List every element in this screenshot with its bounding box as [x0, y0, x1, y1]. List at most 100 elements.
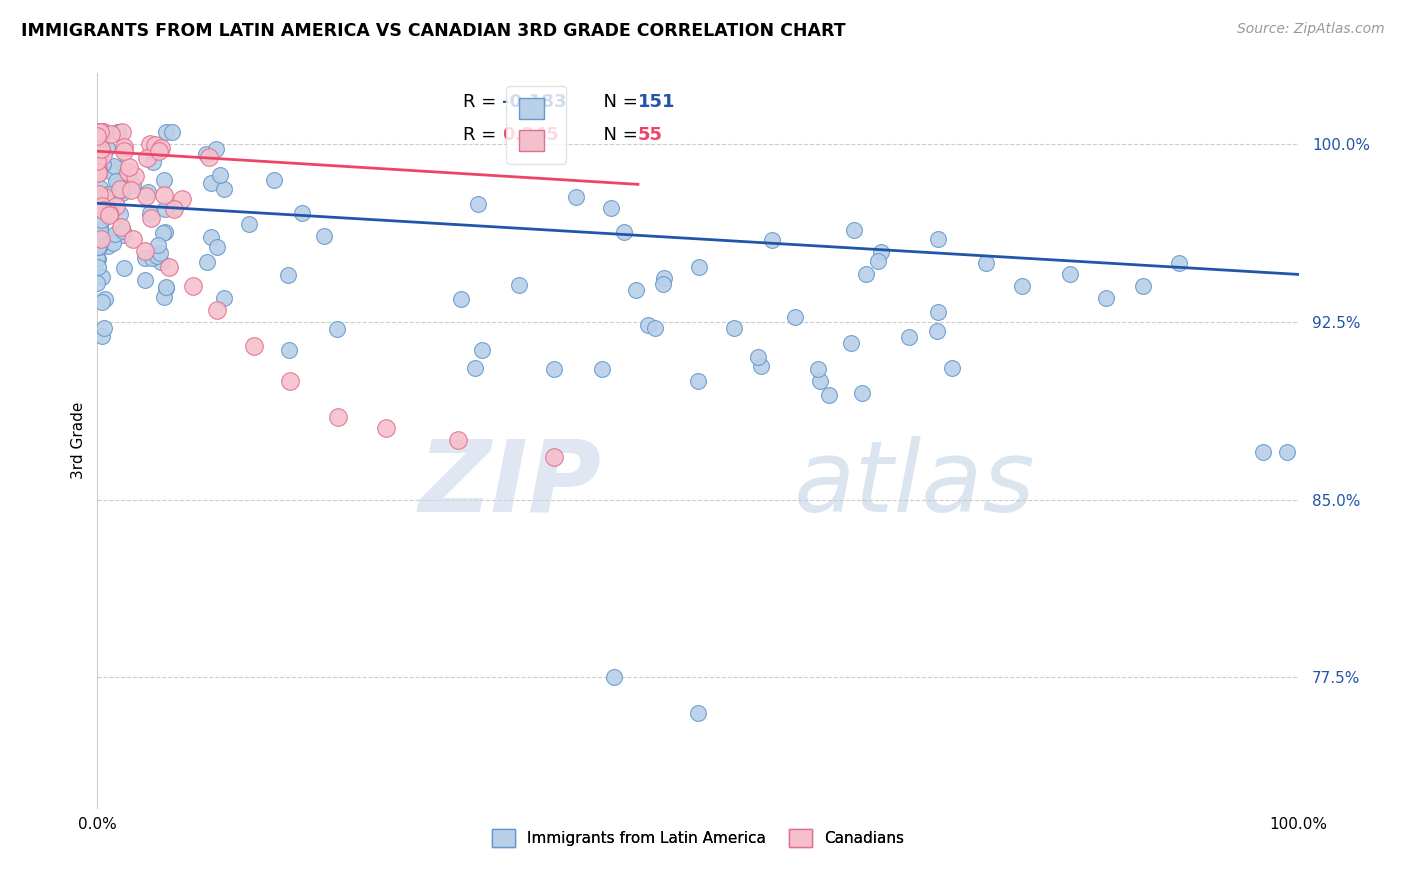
- Point: [134, 244, 156, 258]
- Point: [263, 172, 285, 186]
- Point: [139, 211, 162, 225]
- Point: [198, 150, 221, 164]
- Point: [839, 336, 862, 351]
- Point: [591, 362, 613, 376]
- Point: [97, 186, 120, 201]
- Point: [89, 125, 111, 139]
- Point: [97, 239, 120, 253]
- Point: [90, 146, 112, 161]
- Point: [86, 144, 108, 158]
- Point: [153, 225, 176, 239]
- Point: [89, 223, 111, 237]
- Point: [87, 163, 110, 178]
- Point: [86, 145, 108, 160]
- Text: 151: 151: [638, 94, 675, 112]
- Text: atlas: atlas: [794, 436, 1036, 533]
- Text: R =: R =: [463, 94, 502, 112]
- Point: [450, 292, 472, 306]
- Point: [103, 160, 125, 174]
- Point: [118, 160, 141, 174]
- Point: [89, 221, 111, 235]
- Point: [86, 125, 108, 139]
- Point: [111, 224, 134, 238]
- Text: R =: R =: [463, 127, 502, 145]
- Point: [86, 238, 108, 252]
- Point: [183, 279, 205, 293]
- Point: [91, 328, 114, 343]
- Point: [87, 219, 110, 233]
- Y-axis label: 3rd Grade: 3rd Grade: [72, 401, 86, 479]
- Point: [86, 125, 108, 139]
- Point: [644, 320, 666, 334]
- Point: [1132, 279, 1154, 293]
- Point: [89, 125, 111, 139]
- Point: [111, 176, 134, 190]
- Point: [153, 290, 176, 304]
- Point: [278, 374, 301, 388]
- Point: [86, 125, 108, 139]
- Point: [197, 255, 219, 269]
- Point: [200, 230, 222, 244]
- Point: [86, 190, 108, 204]
- Text: ZIP: ZIP: [419, 436, 602, 533]
- Point: [91, 204, 114, 219]
- Point: [747, 351, 769, 365]
- Point: [107, 176, 129, 190]
- Point: [86, 166, 108, 180]
- Point: [155, 280, 177, 294]
- Point: [87, 260, 110, 274]
- Point: [91, 212, 114, 227]
- Point: [100, 127, 122, 141]
- Point: [90, 232, 112, 246]
- Point: [104, 227, 127, 241]
- Point: [153, 202, 176, 217]
- Point: [91, 157, 114, 171]
- Point: [145, 138, 167, 153]
- Point: [941, 360, 963, 375]
- Point: [86, 128, 108, 143]
- Point: [172, 192, 194, 206]
- Point: [91, 269, 114, 284]
- Point: [149, 140, 172, 154]
- Point: [86, 153, 108, 168]
- Point: [90, 202, 112, 217]
- Point: [613, 226, 636, 240]
- Point: [652, 277, 675, 291]
- Point: [603, 670, 626, 684]
- Point: [91, 144, 114, 158]
- Point: [149, 246, 172, 260]
- Point: [108, 161, 131, 176]
- Point: [112, 144, 135, 158]
- Point: [117, 165, 139, 179]
- Point: [90, 142, 112, 156]
- Point: [91, 125, 114, 139]
- Point: [108, 207, 131, 221]
- Point: [91, 199, 114, 213]
- Point: [508, 277, 530, 292]
- Point: [104, 173, 127, 187]
- Point: [925, 325, 948, 339]
- Point: [120, 183, 142, 197]
- Point: [139, 206, 162, 220]
- Point: [150, 255, 173, 269]
- Point: [112, 140, 135, 154]
- Point: [817, 388, 839, 402]
- Point: [96, 201, 118, 215]
- Point: [94, 292, 117, 306]
- Point: [86, 276, 108, 290]
- Point: [112, 260, 135, 275]
- Point: [471, 343, 494, 358]
- Point: [927, 232, 949, 246]
- Point: [94, 190, 117, 204]
- Point: [91, 295, 114, 310]
- Point: [277, 268, 299, 282]
- Point: [111, 125, 134, 139]
- Point: [87, 240, 110, 254]
- Point: [1275, 445, 1298, 459]
- Point: [90, 227, 112, 242]
- Point: [90, 234, 112, 248]
- Point: [89, 181, 111, 195]
- Point: [87, 163, 110, 178]
- Point: [870, 245, 893, 260]
- Point: [111, 186, 134, 201]
